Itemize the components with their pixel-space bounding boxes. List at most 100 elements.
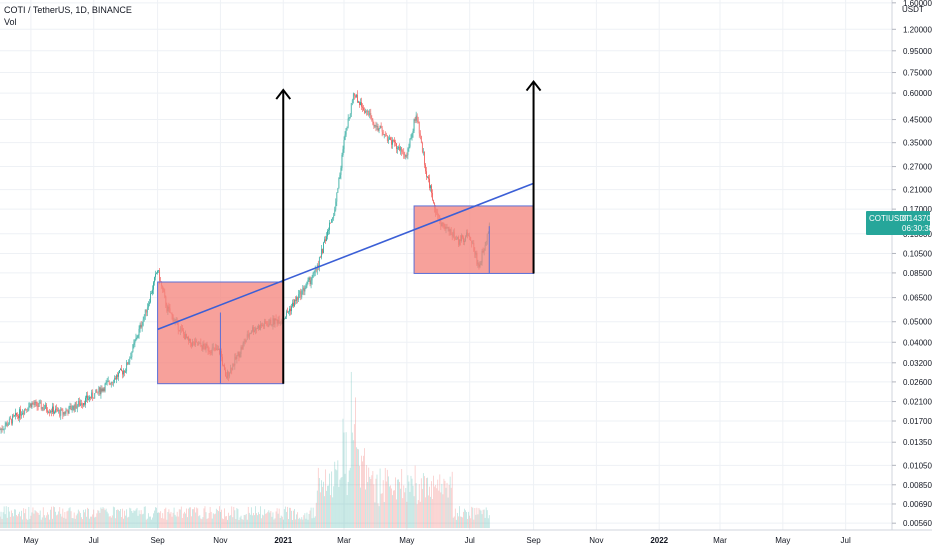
volume-bar [346,495,348,528]
volume-bar [68,508,70,528]
drawing-annotations[interactable] [157,79,542,385]
last-price-value: 0.14370 [902,214,931,223]
volume-bar [145,519,147,528]
volume-bar [369,476,371,528]
candle-body [328,229,329,231]
volume-bar [106,511,108,528]
volume-bar [168,509,170,528]
volume-bar [57,514,59,528]
volume-bar [223,519,224,528]
volume-bar [282,519,284,528]
volume-bar [279,517,281,528]
volume-bar [267,511,269,528]
volume-bar [126,509,128,528]
volume-bar [209,506,211,528]
volume-bar [426,478,427,528]
volume-bar [425,497,426,528]
volume-bar [163,518,165,528]
candle-body [28,405,30,410]
candle-body [88,399,89,400]
volume-bar [182,513,184,528]
last-price-label: COTIUSDT 0.14370 06:30:38 [866,211,932,235]
volume-bar [461,516,462,528]
symbol-title[interactable]: COTI / TetherUS, 1D, BINANCE [4,5,132,15]
candle-body [327,230,328,237]
candle-body [5,422,7,426]
volume-bar [481,514,483,528]
volume-bar [15,509,16,528]
volume-bar [190,507,191,528]
candle-body [312,272,314,278]
volume-bar [47,512,48,528]
candle-body [33,404,35,405]
candle-body [425,164,426,172]
volume-bar [319,492,321,528]
volume-bar [135,509,137,528]
volume-bar [262,514,264,528]
volume-bar [441,483,443,528]
candle-body [412,130,414,134]
volume-bar [387,476,389,528]
volume-bar [245,513,247,528]
volume-bar [352,440,354,528]
volume-bar [36,512,38,528]
candle-body [301,290,303,298]
volume-bar [345,432,347,528]
candle-body [159,270,161,282]
volume-bar [359,465,360,528]
price-scale[interactable]: 1.60000 1.20000 0.95000 0.75000 0.60000 0.450… [892,0,932,528]
volume-bar [298,518,300,528]
candle-body [148,302,150,304]
volume-bar [225,516,226,528]
candle-body [70,406,72,411]
candle-body [375,125,377,127]
volume-bar [436,488,438,528]
volume-bar [420,478,422,528]
candle-body [397,148,398,150]
candle-body [143,315,145,320]
volume-bar [29,518,31,528]
candle-body [79,403,81,406]
volume-bar [151,519,152,528]
candle-body [131,351,133,358]
volume-bar [222,518,223,528]
candle-body [422,151,424,153]
volume-bar [237,509,239,528]
volume-bar [148,516,150,528]
candle-body [325,239,326,242]
volume-bar [228,512,230,528]
volume-bar [363,455,364,528]
candle-body [394,140,395,143]
candle-body [144,309,146,316]
volume-bar [429,486,430,528]
candle-body [336,192,338,202]
price-tick-label: 0.17000 [903,205,932,214]
candle-body [119,369,120,373]
volume-bar [460,516,461,528]
volume-bar [388,486,390,528]
time-scale[interactable]: May Jul Sep Nov 2021 Mar May Jul Sep Nov 2022 Mar Ma… [23,536,851,545]
volume-bar [380,493,382,528]
volume-bar [1,518,3,528]
candle-body [11,415,13,424]
candle-body [109,383,111,385]
candle-body [103,388,105,391]
candle-body [106,381,108,383]
volume-bar [231,506,233,528]
volume-bar [290,507,291,528]
candle-body [94,393,96,399]
volume-bar [174,514,176,528]
candle-body [152,289,153,294]
volume-bar [413,496,415,528]
volume-bar [21,510,22,528]
volume-bar [257,515,258,528]
volume-bar [350,371,352,528]
price-tick-label: 0.08500 [903,269,932,278]
candle-body [124,370,125,373]
volume-bar [326,490,327,528]
volume-bar [220,511,221,528]
price-tick-label: 0.35000 [903,139,932,148]
volume-indicator-label[interactable]: Vol [4,17,17,27]
price-tick-label: 0.03200 [903,359,932,368]
